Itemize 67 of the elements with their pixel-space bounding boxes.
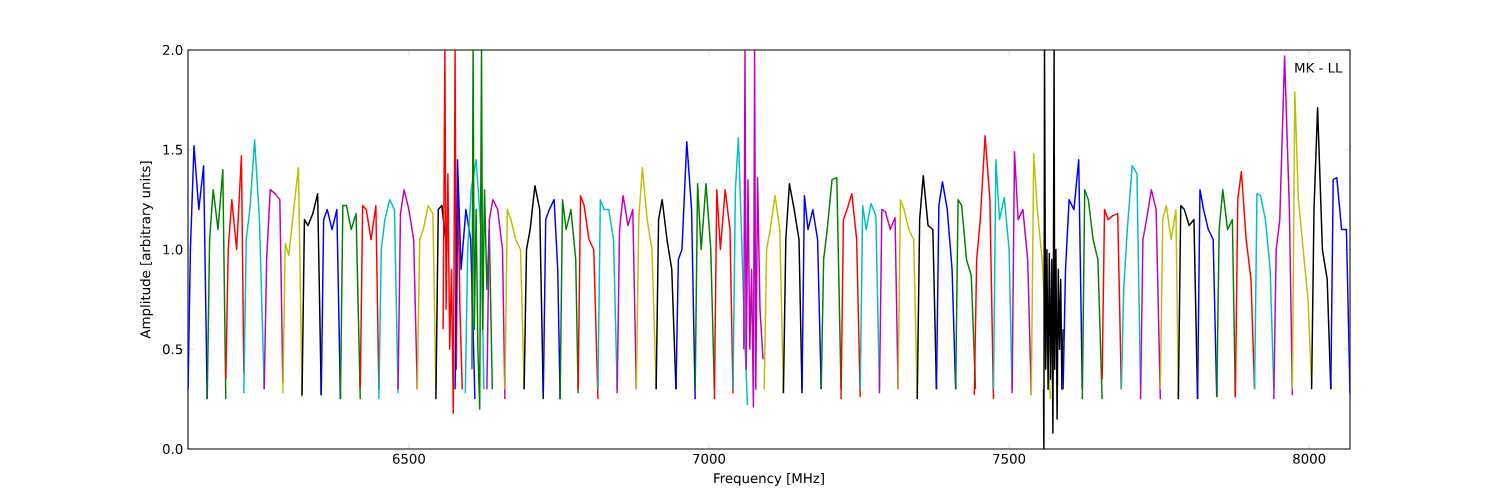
- x-tick-label: 7500: [993, 453, 1026, 464]
- line-series: [188, 145, 208, 400]
- line-series: [743, 50, 764, 408]
- line-series: [263, 188, 284, 390]
- line-series: [1253, 192, 1275, 390]
- line-series: [243, 139, 265, 394]
- line-series: [935, 180, 957, 390]
- line-series: [616, 194, 638, 394]
- x-tick-label: 6500: [392, 453, 425, 464]
- line-series: [916, 174, 938, 400]
- y-tick-label: 2.0: [163, 44, 183, 56]
- line-series: [1216, 188, 1237, 398]
- line-series: [1273, 55, 1294, 400]
- x-axis-title: Frequency [MHz]: [714, 472, 824, 486]
- line-series: [435, 204, 448, 400]
- annotation: MK - LL: [1295, 62, 1343, 73]
- line-series: [954, 198, 977, 390]
- line-series: [301, 192, 322, 396]
- line-series: [1234, 170, 1256, 398]
- line-series: [1139, 188, 1162, 400]
- y-tick-label: 0.0: [162, 443, 183, 455]
- line-series: [1310, 107, 1332, 390]
- y-tick-label: 1.5: [163, 144, 183, 155]
- line-series: [878, 208, 899, 394]
- line-series: [820, 176, 842, 390]
- line-series: [504, 208, 525, 390]
- line-series: [559, 198, 579, 400]
- line-series: [1330, 176, 1351, 394]
- y-tick-label: 1.0: [163, 244, 183, 255]
- line-series: [859, 202, 881, 390]
- line-series: [1062, 158, 1084, 390]
- line-series: [442, 50, 464, 414]
- line-series: [801, 194, 822, 390]
- line-series: [206, 168, 227, 400]
- line-series: [1196, 188, 1218, 400]
- line-series: [416, 204, 437, 390]
- line-series: [897, 198, 918, 400]
- line-series: [225, 154, 245, 380]
- line-series: [339, 204, 361, 400]
- y-axis-title: Amplitude [arbitrary units]: [140, 161, 153, 339]
- line-series: [397, 188, 419, 390]
- line-series: [577, 194, 599, 400]
- line-series: [1177, 204, 1199, 400]
- line-series: [523, 184, 545, 400]
- line-series: [840, 192, 861, 400]
- x-tick-label: 7000: [693, 453, 726, 464]
- line-series: [655, 198, 677, 390]
- line-series: [359, 204, 380, 390]
- y-tick-label: 0.5: [162, 344, 183, 355]
- line-series: [782, 182, 803, 394]
- x-tick-label: 8000: [1293, 453, 1326, 464]
- line-series: [1120, 164, 1142, 390]
- line-series: [992, 158, 1013, 390]
- line-series: [464, 158, 485, 394]
- line-series: [597, 198, 618, 390]
- line-series: [675, 141, 696, 400]
- line-series: [471, 50, 494, 410]
- line-series: [1081, 188, 1103, 400]
- line-series: [378, 198, 399, 400]
- line-series: [486, 198, 506, 400]
- line-series: [1291, 91, 1313, 390]
- line-series: [973, 135, 995, 400]
- line-series: [282, 166, 303, 398]
- line-series: [635, 166, 657, 390]
- line-series: [713, 188, 734, 400]
- line-series: [454, 158, 476, 400]
- line-series: [1011, 151, 1033, 396]
